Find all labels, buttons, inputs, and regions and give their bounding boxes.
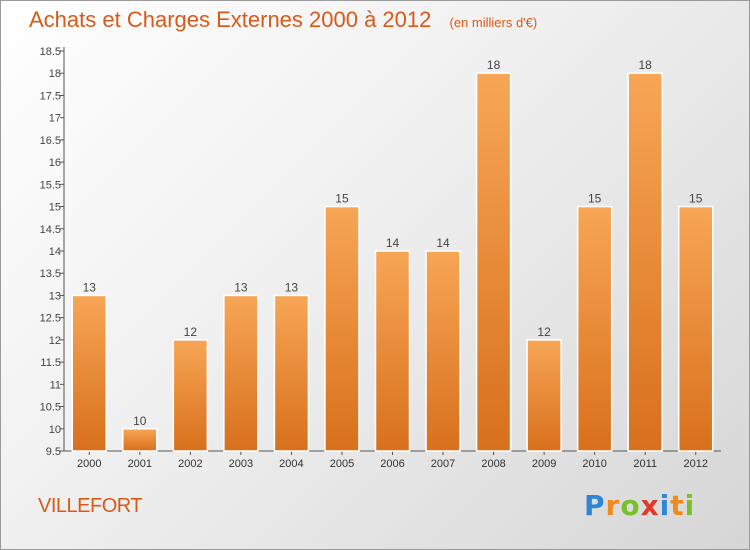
- bar: [475, 72, 512, 452]
- chart-axes: 9.5 10 10.5 11 11.5 12 12.5 13 13.5 14 14.5 15 15.5 1…: [40, 46, 721, 458]
- data-label: 13: [234, 280, 248, 294]
- data-label: 15: [588, 192, 602, 206]
- x-tick-label: 2002: [178, 458, 202, 470]
- x-tick-label: 2006: [380, 458, 404, 470]
- y-tick-label: 13: [49, 290, 61, 302]
- bar: [324, 205, 360, 452]
- bar: [576, 205, 613, 452]
- bar: [526, 339, 562, 452]
- y-tick-label: 18.5: [40, 46, 61, 58]
- x-tick-label: 2012: [683, 458, 707, 470]
- bar: [71, 294, 108, 452]
- bar: [677, 205, 714, 452]
- x-tick-label: 2003: [229, 458, 253, 470]
- data-label: 12: [537, 325, 551, 339]
- chart-subtitle: (en milliers d'€): [449, 15, 538, 30]
- x-tick-label: 2008: [481, 458, 505, 470]
- chart-labels: 13 2000 10 2001 12 2002 13 2003 13 2004 15 2005 14 20…: [77, 58, 708, 470]
- y-tick-label: 14: [49, 246, 61, 258]
- y-tick-label: 12: [49, 335, 61, 347]
- y-tick-label: 15: [49, 202, 61, 214]
- x-tick-label: 2000: [77, 458, 101, 470]
- bar: [223, 294, 259, 452]
- bar: [425, 250, 461, 452]
- y-tick-label: 12.5: [40, 313, 61, 325]
- data-label: 10: [133, 414, 147, 428]
- y-tick-label: 17: [49, 113, 61, 125]
- data-label: 18: [487, 58, 501, 72]
- y-tick-label: 10: [49, 424, 61, 436]
- bar: [627, 72, 663, 452]
- x-tick-label: 2010: [582, 458, 606, 470]
- logo-letter: t: [670, 489, 685, 522]
- y-tick-label: 13.5: [40, 268, 61, 280]
- y-tick-label: 11.5: [40, 357, 61, 369]
- y-tick-label: 16.5: [40, 135, 61, 147]
- logo-letter: x: [640, 489, 660, 522]
- data-label: 12: [184, 325, 198, 339]
- y-tick-label: 10.5: [40, 402, 61, 414]
- logo-letter: r: [605, 489, 621, 522]
- data-label: 14: [436, 236, 450, 250]
- y-tick-label: 11: [50, 379, 61, 391]
- x-tick-label: 2005: [330, 458, 354, 470]
- logo-letter: P: [584, 489, 606, 522]
- proxiti-logo: Proxiti: [584, 489, 695, 522]
- x-tick-label: 2001: [128, 458, 152, 470]
- y-tick-label: 9.5: [46, 446, 61, 458]
- logo-letter: o: [620, 489, 641, 522]
- location-label: VILLEFORT: [38, 495, 143, 517]
- bar: [122, 428, 158, 452]
- data-label: 15: [689, 192, 703, 206]
- logo-letter: i: [659, 489, 671, 522]
- x-tick-label: 2007: [431, 458, 455, 470]
- data-label: 15: [335, 192, 349, 206]
- data-label: 13: [285, 280, 299, 294]
- logo-letter: i: [684, 489, 696, 522]
- bar: [172, 339, 209, 452]
- chart-bars: [71, 72, 714, 452]
- bar: [273, 294, 310, 452]
- x-tick-label: 2011: [633, 458, 657, 470]
- data-label: 13: [83, 280, 97, 294]
- x-tick-label: 2009: [532, 458, 556, 470]
- data-label: 14: [386, 236, 400, 250]
- data-label: 18: [639, 58, 653, 72]
- x-tick-label: 2004: [279, 458, 303, 470]
- chart-title-row: Achats et Charges Externes 2000 à 2012 (…: [29, 7, 537, 33]
- y-tick-label: 18: [49, 68, 61, 80]
- bar: [374, 250, 411, 452]
- chart-title: Achats et Charges Externes 2000 à 2012: [29, 7, 432, 32]
- y-tick-label: 17.5: [40, 90, 61, 102]
- y-tick-label: 14.5: [40, 224, 61, 236]
- y-tick-label: 16: [49, 157, 61, 169]
- y-tick-label: 15.5: [40, 179, 61, 191]
